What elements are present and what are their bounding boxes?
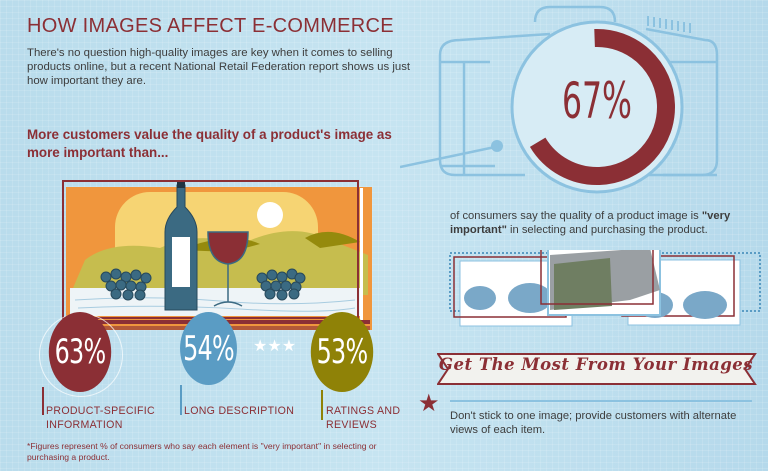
caption-emphasis: "very important" [450,210,731,236]
star-bullet-icon: ★ [418,390,440,417]
stat-circle-long-description: 54% [180,312,237,385]
page-title: HOW IMAGES AFFECT E-COMMERCE [27,15,394,37]
footnote: *Figures represent % of consumers who sa… [27,441,377,462]
headline-caption: of consumers say the quality of a produc… [450,209,740,237]
caption-text: in selecting and purchasing the product. [506,224,708,236]
wine-bottle-icon [164,182,198,311]
tip-text: Don't stick to one image; provide custom… [450,410,737,436]
banner-title: Get The Most From Your Images [438,355,754,374]
stars-icon: ★★★ [253,338,296,355]
stat-label-long-description: LONG DESCRIPTION [184,405,295,417]
stat-circle-ratings: 53% [310,312,374,392]
headline-percentage: 67% [562,72,632,130]
wine-glass-icon [207,231,249,307]
sunglasses-closeup-image [540,250,661,316]
label-line: REVIEWS [326,419,377,431]
subheading: More customers value the quality of a pr… [27,127,392,160]
wine-illustration: ★★★ [62,180,372,355]
stat-label-product-info: PRODUCT-SPECIFIC INFORMATION [46,404,155,432]
label-line: RATINGS AND [326,405,401,417]
camera-outline-icon [400,5,719,177]
intro-text: There's no question high-quality images … [27,47,411,87]
grapes-left-icon [100,268,152,301]
divider [450,400,752,402]
stat-circle-product-info: 63% [48,312,112,392]
caption-text: of consumers say the quality of a produc… [450,210,702,222]
grapes-right-icon [256,268,306,301]
banner-ribbon [437,353,757,385]
camera-donut-graphic [400,5,719,194]
sun-icon [257,202,283,228]
label-line: INFORMATION [46,419,123,431]
sunglasses-gallery [449,250,761,327]
label-line: PRODUCT-SPECIFIC [46,405,155,417]
stat-label-ratings: RATINGS AND REVIEWS [326,404,400,432]
